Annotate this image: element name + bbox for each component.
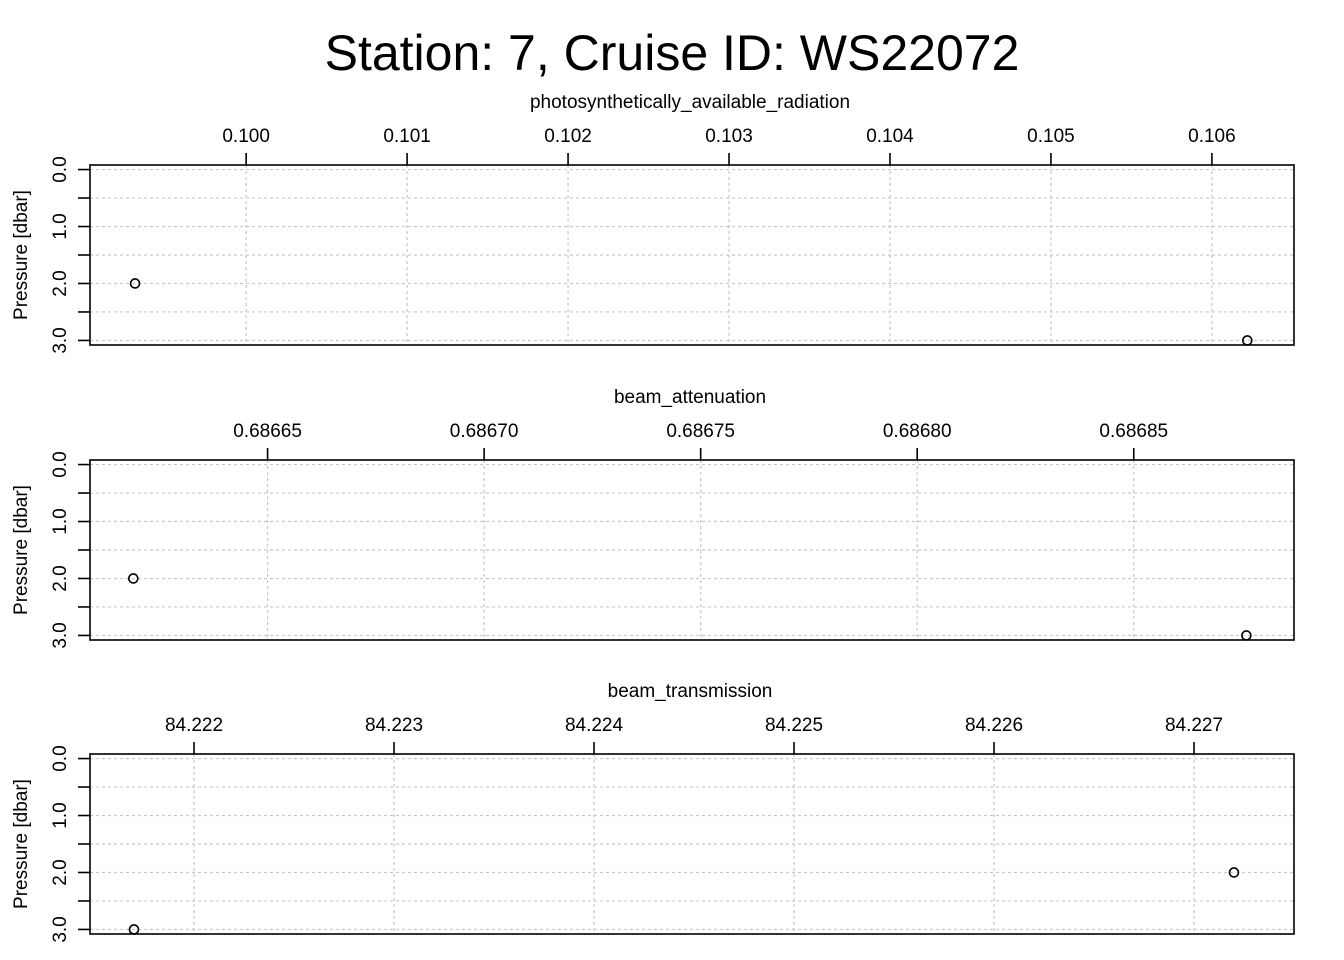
y-tick-label: 0.0 xyxy=(50,156,71,182)
y-tick-label: 1.0 xyxy=(50,508,71,534)
panel-2: 0.68665 0.68670 0.68675 0.68680 0.68685 beam_… xyxy=(11,387,1295,649)
data-point xyxy=(1241,630,1252,641)
data-point xyxy=(128,924,140,935)
y-tick-label: 2.0 xyxy=(50,270,71,296)
y-tick-label: 3.0 xyxy=(50,622,71,648)
x-tick-label: 0.68670 xyxy=(450,421,519,442)
x-tick-label: 0.104 xyxy=(866,126,914,147)
panel-1: 0.100 0.101 0.102 0.103 0.104 0.105 0.106 photo… xyxy=(11,92,1295,354)
x-axis-label: photosynthetically_available_radiation xyxy=(530,92,850,113)
data-point xyxy=(1242,335,1253,346)
x-axis-label: beam_transmission xyxy=(608,681,773,702)
x-tick-label: 0.68675 xyxy=(666,421,735,442)
panel-3: 84.222 84.223 84.224 84.225 84.226 84.227 beam… xyxy=(11,681,1295,943)
x-tick-label: 0.105 xyxy=(1027,126,1075,147)
x-tick-label: 0.106 xyxy=(1188,126,1236,147)
y-tick-label: 1.0 xyxy=(50,213,71,239)
x-tick-label: 84.225 xyxy=(765,715,823,736)
panels: 0.100 0.101 0.102 0.103 0.104 0.105 0.106 photo… xyxy=(11,92,1295,943)
x-tick-label: 84.224 xyxy=(565,715,624,736)
x-tick-label: 84.227 xyxy=(1165,715,1223,736)
x-tick-label: 0.101 xyxy=(383,126,431,147)
x-tick-label: 84.226 xyxy=(965,715,1023,736)
y-tick-label: 2.0 xyxy=(50,565,71,591)
y-axis-label: Pressure [dbar] xyxy=(11,485,32,615)
y-axis-label: Pressure [dbar] xyxy=(11,779,32,909)
y-tick-label: 3.0 xyxy=(50,916,71,942)
x-tick-label: 0.103 xyxy=(705,126,753,147)
x-tick-label: 84.222 xyxy=(165,715,223,736)
data-point xyxy=(129,278,141,289)
x-tick-label: 0.102 xyxy=(544,126,592,147)
x-tick-label: 0.68665 xyxy=(233,421,302,442)
x-tick-label: 0.68680 xyxy=(883,421,952,442)
y-tick-label: 2.0 xyxy=(50,859,71,885)
x-tick-label: 84.223 xyxy=(365,715,423,736)
y-tick-label: 1.0 xyxy=(50,802,71,828)
x-tick-label: 0.68685 xyxy=(1099,421,1168,442)
data-point xyxy=(128,573,139,584)
y-tick-label: 0.0 xyxy=(50,451,71,477)
y-axis-label: Pressure [dbar] xyxy=(11,190,32,320)
x-axis-label: beam_attenuation xyxy=(614,387,766,408)
data-point xyxy=(1228,867,1240,878)
y-tick-label: 3.0 xyxy=(50,327,71,353)
y-tick-label: 0.0 xyxy=(50,745,71,771)
figure-title: Station: 7, Cruise ID: WS22072 xyxy=(325,25,1020,81)
x-tick-label: 0.100 xyxy=(222,126,270,147)
